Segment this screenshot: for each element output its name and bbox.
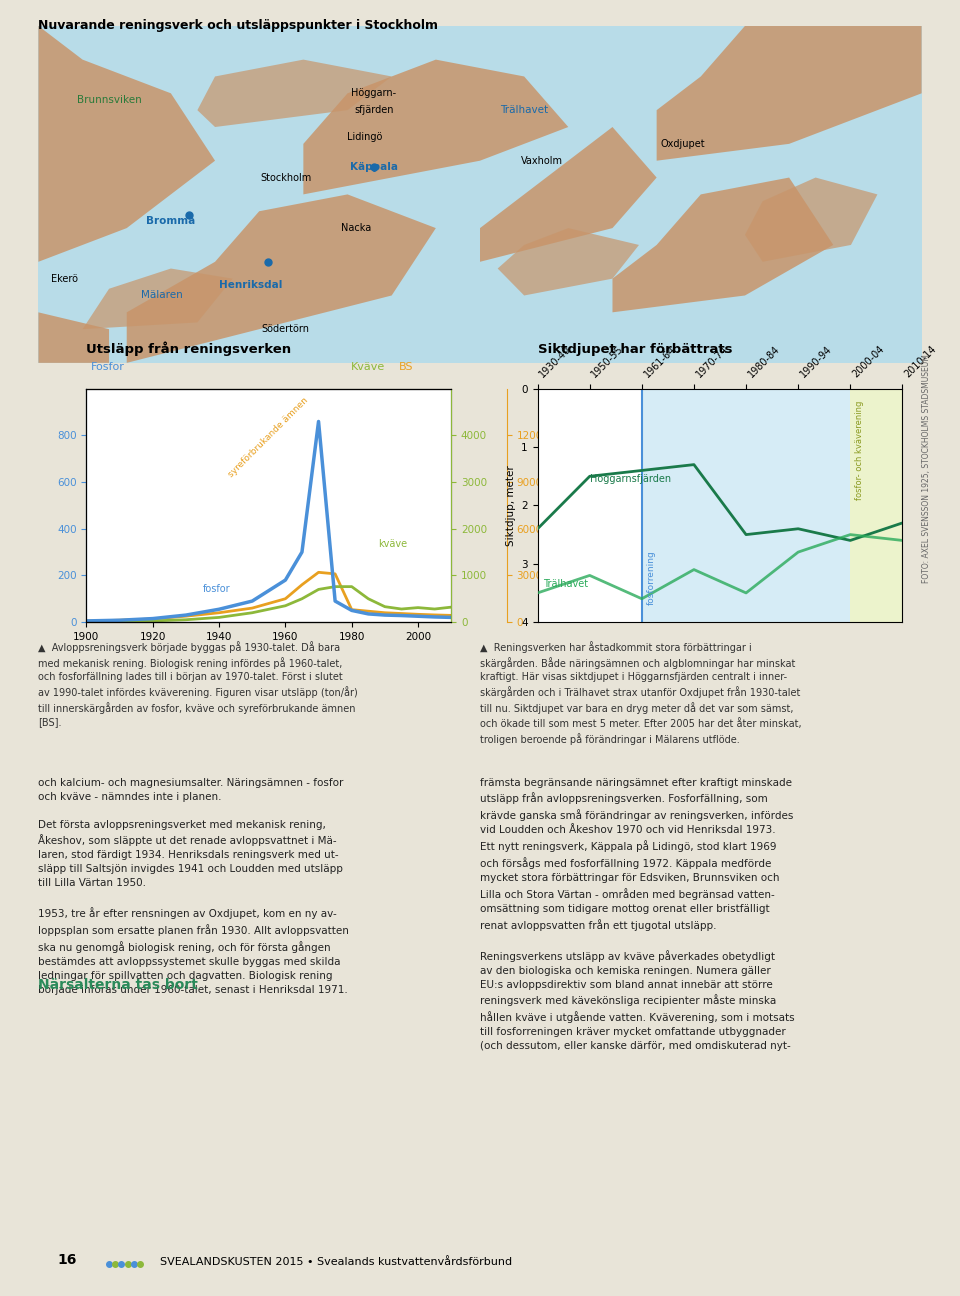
Polygon shape [497,228,639,295]
Bar [642,389,851,622]
Text: Trälhavet: Trälhavet [542,579,588,590]
Text: Siktdjupet har förbättrats: Siktdjupet har förbättrats [538,343,732,356]
Text: Höggarnsfjärden: Höggarnsfjärden [589,474,671,485]
Text: fosforrening: fosforrening [647,550,656,604]
Polygon shape [198,60,392,127]
Text: Utsläpp från reningsverken: Utsläpp från reningsverken [86,342,292,356]
Text: Oxdjupet: Oxdjupet [660,139,706,149]
Text: Ekerö: Ekerö [52,273,79,284]
Text: Södertörn: Södertörn [262,324,310,334]
Text: fosfor- och kväverening: fosfor- och kväverening [855,400,865,500]
Text: BS: BS [398,362,413,372]
Polygon shape [612,178,833,312]
Polygon shape [38,26,215,262]
Text: Kväve: Kväve [350,362,385,372]
Text: Käppala: Käppala [350,162,398,172]
Bar [851,389,902,622]
Polygon shape [303,60,568,194]
Text: Fosfor: Fosfor [91,362,125,372]
Polygon shape [127,194,436,363]
Text: Närsalterna tas bort: Närsalterna tas bort [38,978,199,993]
Polygon shape [83,268,232,329]
Text: syreförbrukande ämnen: syreförbrukande ämnen [228,397,310,480]
Text: Nacka: Nacka [341,223,372,233]
Text: Bromma: Bromma [146,216,196,227]
Text: Brunnsviken: Brunnsviken [77,95,141,105]
Polygon shape [480,127,657,262]
Text: Nuvarande reningsverk och utsläppspunkter i Stockholm: Nuvarande reningsverk och utsläppspunkte… [38,19,439,32]
Text: fosfor: fosfor [203,583,230,594]
Text: kväve: kväve [378,539,407,550]
Polygon shape [657,26,922,161]
Polygon shape [38,312,109,363]
Polygon shape [745,178,877,262]
Text: Trälhavet: Trälhavet [500,105,548,115]
Text: Henriksdal: Henriksdal [219,280,282,290]
Text: ▲  Avloppsreningsverk började byggas på 1930-talet. Då bara
med mekanisk rening.: ▲ Avloppsreningsverk började byggas på 1… [38,642,358,727]
Text: och kalcium- och magnesiumsalter. Näringsämnen - fosfor
och kväve - nämndes inte: och kalcium- och magnesiumsalter. Näring… [38,778,349,995]
Text: främsta begränsande näringsämnet efter kraftigt minskade
utsläpp från avloppsren: främsta begränsande näringsämnet efter k… [480,778,795,1051]
Text: Mälaren: Mälaren [141,290,183,301]
Text: 16: 16 [58,1253,77,1267]
Text: Höggarn-: Höggarn- [351,88,396,98]
Y-axis label: Siktdjup, meter: Siktdjup, meter [506,465,516,546]
Text: Stockholm: Stockholm [260,172,311,183]
Text: SVEALANDSKUSTEN 2015 • Svealands kustvattenvårdsförbund: SVEALANDSKUSTEN 2015 • Svealands kustvat… [160,1257,512,1267]
Text: Lidingö: Lidingö [348,132,383,143]
Text: Vaxholm: Vaxholm [521,156,563,166]
Bar [538,389,642,622]
Text: FOTO: AXEL SVENSSON 1925, STOCKHOLMS STADSMUSEUM: FOTO: AXEL SVENSSON 1925, STOCKHOLMS STA… [923,354,931,583]
Text: ▲  Reningsverken har åstadkommit stora förbättringar i
skärgården. Både näringsä: ▲ Reningsverken har åstadkommit stora fö… [480,642,802,745]
Text: sfjärden: sfjärden [354,105,394,115]
